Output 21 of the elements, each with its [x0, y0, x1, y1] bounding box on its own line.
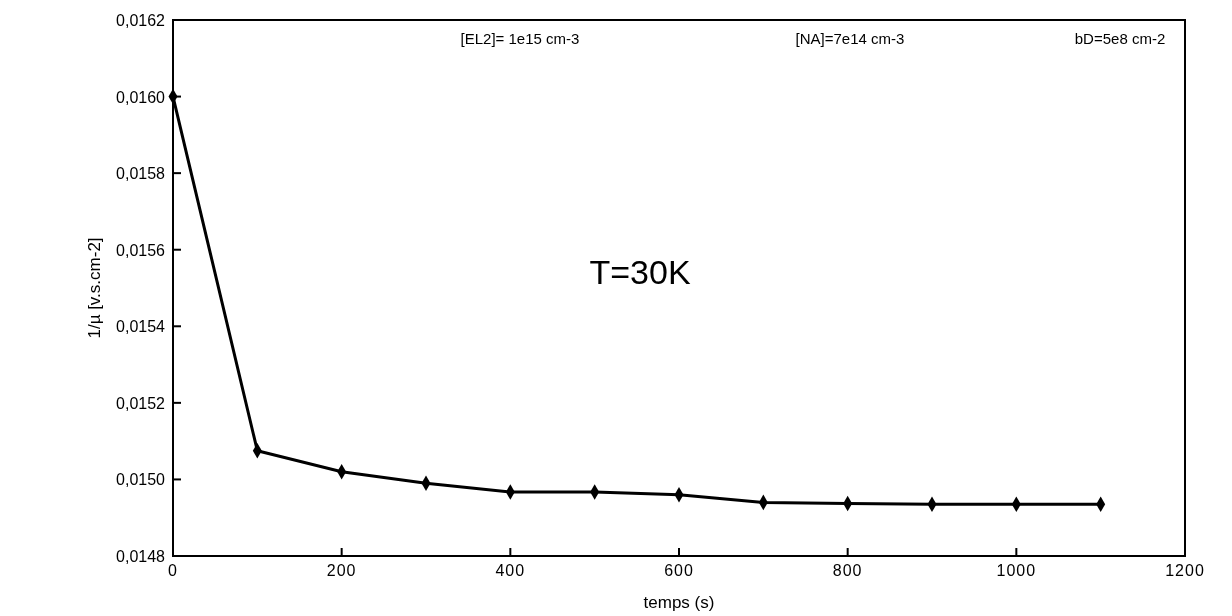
x-tick-label: 800 — [832, 562, 863, 579]
x-tick-label: 1000 — [996, 562, 1037, 579]
annotation: [EL2]= 1e15 cm-3 — [460, 30, 580, 47]
y-tick-label: 0,0150 — [116, 471, 166, 489]
annotation: T=30K — [589, 253, 691, 291]
y-tick-label: 0,0162 — [116, 12, 166, 29]
y-tick-label: 0,0154 — [116, 318, 166, 336]
x-axis-title: temps (s) — [643, 593, 715, 612]
x-tick-label: 0 — [168, 562, 178, 579]
y-tick-label: 0,0158 — [116, 165, 166, 183]
y-tick-label: 0,0148 — [116, 548, 166, 565]
x-tick-label: 1200 — [1165, 562, 1205, 579]
y-tick-label: 0,0156 — [116, 241, 166, 259]
annotation: [NA]=7e14 cm-3 — [795, 30, 905, 47]
x-tick-label: 400 — [495, 562, 526, 579]
x-tick-label: 600 — [664, 562, 694, 579]
annotation: bD=5e8 cm-2 — [1074, 30, 1166, 47]
x-tick-label: 200 — [326, 562, 357, 579]
y-axis-title: 1/µ [v.s.cm-2] — [85, 237, 104, 339]
y-tick-label: 0,0152 — [116, 394, 166, 412]
y-tick-label: 0,0160 — [116, 88, 166, 106]
